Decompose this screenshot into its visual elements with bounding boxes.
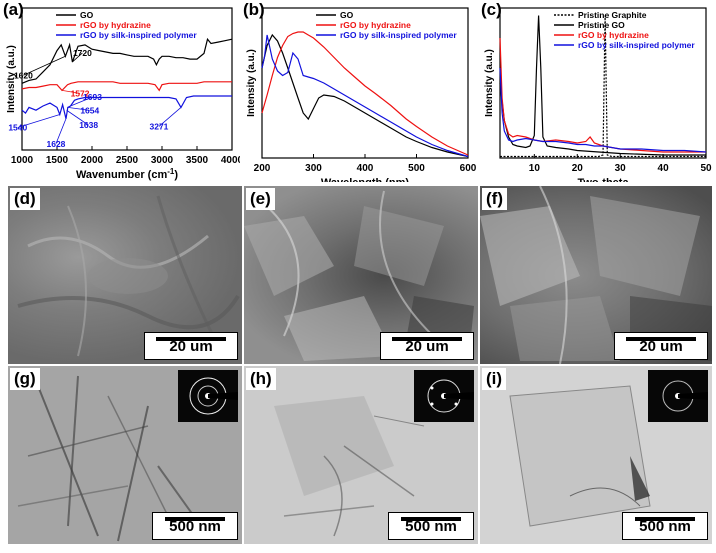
series-line-rgo-by-hydrazine	[261, 31, 469, 156]
x-tick-label: 2500	[116, 155, 139, 166]
scale-bar-g: 500 nm	[152, 512, 238, 540]
sem-image-d: (d) 20 um	[8, 186, 242, 364]
series-line-rgo-by-silk-inspired-polymer	[261, 34, 469, 158]
series-line-pristine-go	[499, 15, 706, 156]
x-tick-label: 600	[460, 163, 477, 174]
x-tick-label: 3500	[186, 155, 209, 166]
sem-image-f: (f) 20 um	[480, 186, 712, 364]
legend-entry: rGO by hydrazine	[578, 30, 649, 40]
saed-inset-i	[648, 370, 708, 422]
legend-entry: rGO by silk-inspired polymer	[340, 30, 457, 40]
panel-label-h: (h)	[246, 368, 276, 390]
legend-entry: Pristine Graphite	[578, 10, 647, 20]
annotation-arrow	[55, 118, 67, 144]
chart-a-svg: 1000 1500 2000 2500 3000 3500 4000 Wavenumber (…	[6, 7, 240, 181]
annotation-label: 1638	[79, 120, 98, 130]
annotation-arrow	[67, 107, 90, 111]
y-axis-label: Intensity (a.u.)	[6, 45, 17, 113]
x-tick-label: 10	[529, 163, 541, 174]
chart-b-svg: 200 300 400 500 600 Wavelength (nm) Intensity …	[246, 7, 477, 182]
annotation-label: 1628	[46, 139, 65, 149]
x-tick-label: 20	[572, 163, 584, 174]
chart-panel-a: 1000 1500 2000 2500 3000 3500 4000 Wavenumber (…	[0, 0, 240, 182]
annotation-label: 3271	[150, 121, 169, 131]
x-tick-label: 400	[357, 163, 374, 174]
series-line-rgo-by-hydrazine	[499, 37, 706, 153]
legend-entry: rGO by hydrazine	[340, 20, 411, 30]
y-axis-label: Intensity (a.u.)	[246, 49, 257, 117]
x-tick-label: 1500	[46, 155, 69, 166]
x-tick-label: 200	[254, 163, 271, 174]
annotation-arrow	[61, 89, 81, 94]
legend-entry: rGO by silk-inspired polymer	[578, 40, 695, 50]
panel-label-b: (b)	[243, 0, 265, 19]
panel-label-d: (d)	[10, 188, 40, 210]
y-axis-label: Intensity (a.u.)	[484, 49, 495, 117]
scale-bar-d: 20 um	[144, 332, 238, 360]
annotation-label: 1620	[14, 70, 33, 80]
annotation-label: 1693	[83, 92, 102, 102]
series-line-rgo-by-silk-inspired-polymer	[21, 95, 232, 119]
x-tick-label: 50	[700, 163, 712, 174]
chart-c-svg: 10 20 30 40 50 Two-theta Intensity (a.u.) Prist…	[484, 7, 712, 182]
annotation-arrow	[17, 114, 60, 128]
x-tick-label: 30	[615, 163, 627, 174]
tem-image-h: (h) 500 nm	[244, 366, 478, 544]
annotation-label: 1572	[71, 88, 90, 98]
scale-bar-f: 20 um	[614, 332, 708, 360]
chart-panel-b: 200 300 400 500 600 Wavelength (nm) Intensity …	[240, 0, 478, 182]
x-tick-label: 3000	[151, 155, 174, 166]
sem-image-e: (e) 20 um	[244, 186, 478, 364]
scale-bar-h: 500 nm	[388, 512, 474, 540]
panel-label-i: (i)	[482, 368, 507, 390]
x-axis-label: Two-theta	[577, 177, 629, 182]
series-line-pristine-graphite	[500, 15, 706, 158]
saed-inset-g	[178, 370, 238, 422]
legend-entry: Pristine GO	[578, 20, 625, 30]
scale-bar-e: 20 um	[380, 332, 474, 360]
scale-bar-i: 500 nm	[622, 512, 708, 540]
annotation-arrow	[23, 55, 66, 76]
annotation-arrow	[70, 96, 93, 107]
x-tick-label: 4000	[221, 155, 240, 166]
panel-label-e: (e)	[246, 188, 275, 210]
panel-label-a: (a)	[3, 0, 24, 19]
x-axis-label: Wavenumber (cm-1)	[76, 167, 178, 181]
tem-image-i: (i) 500 nm	[480, 366, 712, 544]
panel-label-c: (c)	[481, 0, 502, 19]
x-tick-label: 1000	[11, 155, 34, 166]
annotation-label: 1720	[73, 48, 92, 58]
x-tick-label: 500	[408, 163, 425, 174]
series-line-rgo-by-hydrazine	[21, 81, 232, 92]
tem-image-g: (g) 500 nm	[8, 366, 242, 544]
x-tick-label: 300	[305, 163, 322, 174]
annotation-label: 1540	[8, 123, 27, 133]
legend-entry: GO	[80, 10, 94, 20]
x-tick-label: 2000	[81, 155, 104, 166]
legend-entry: rGO by hydrazine	[80, 20, 151, 30]
series-line-rgo-by-silk-inspired-polymer	[499, 67, 707, 153]
series-line-go	[261, 33, 469, 158]
annotation-arrow	[72, 52, 83, 63]
series-line-go	[21, 37, 233, 84]
x-tick-label: 40	[658, 163, 670, 174]
legend-entry: GO	[340, 10, 354, 20]
panel-label-f: (f)	[482, 188, 507, 210]
panel-label-g: (g)	[10, 368, 40, 390]
annotation-arrow	[158, 107, 182, 127]
saed-inset-h	[414, 370, 474, 422]
annotation-arrow	[66, 109, 89, 126]
annotation-label: 1654	[80, 105, 99, 115]
legend-entry: rGO by silk-inspired polymer	[80, 30, 197, 40]
chart-panel-c: 10 20 30 40 50 Two-theta Intensity (a.u.) Prist…	[478, 0, 716, 182]
sem-d-texture	[17, 195, 240, 357]
x-axis-label: Wavelength (nm)	[321, 177, 410, 182]
